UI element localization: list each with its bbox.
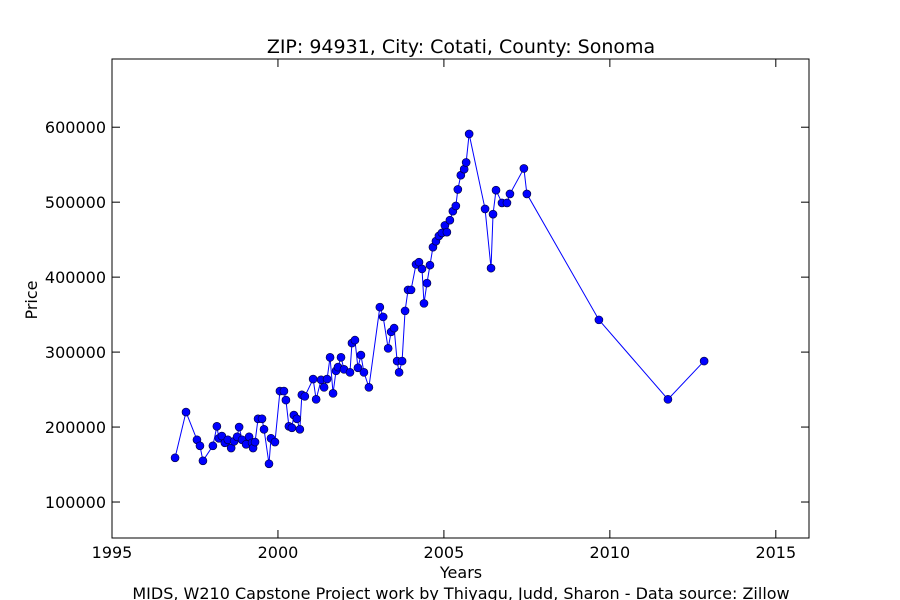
y-tick-label: 200000 xyxy=(45,418,106,437)
x-tick-label: 1995 xyxy=(92,543,133,562)
marker xyxy=(419,299,429,308)
marker xyxy=(212,422,222,431)
marker xyxy=(300,392,310,401)
marker xyxy=(356,350,366,360)
marker xyxy=(394,368,404,377)
marker xyxy=(345,368,355,377)
marker xyxy=(383,344,393,353)
marker xyxy=(295,425,305,434)
marker xyxy=(181,407,191,417)
marker xyxy=(378,312,388,322)
marker xyxy=(461,158,471,167)
marker xyxy=(359,368,369,377)
marker xyxy=(406,285,416,295)
marker xyxy=(445,215,455,225)
marker xyxy=(257,414,267,424)
marker xyxy=(522,189,532,199)
marker xyxy=(234,422,244,432)
marker xyxy=(264,459,274,469)
marker xyxy=(594,315,604,325)
marker xyxy=(364,383,374,392)
marker xyxy=(328,389,338,398)
marker xyxy=(464,129,474,139)
line xyxy=(174,133,705,464)
marker xyxy=(397,356,407,366)
x-tick-label: 2000 xyxy=(258,543,299,562)
marker xyxy=(422,278,432,288)
marker xyxy=(699,356,709,366)
marker xyxy=(375,302,385,312)
x-axis-label: Years xyxy=(439,563,482,582)
marker xyxy=(519,164,529,173)
marker xyxy=(451,201,461,211)
marker xyxy=(486,263,496,273)
plot-frame xyxy=(111,58,810,539)
marker xyxy=(480,204,490,214)
marker xyxy=(292,414,302,424)
marker xyxy=(270,437,280,447)
x-tick-label: 2010 xyxy=(589,543,630,562)
marker xyxy=(425,260,435,270)
marker xyxy=(325,353,335,362)
y-tick-label: 100000 xyxy=(45,493,106,512)
marker xyxy=(322,374,332,384)
marker xyxy=(198,456,208,466)
y-axis-label: Price xyxy=(22,280,41,319)
marker xyxy=(400,306,410,316)
y-tick-label: 500000 xyxy=(45,193,106,212)
y-tick-label: 400000 xyxy=(45,268,106,287)
marker xyxy=(208,441,218,451)
marker xyxy=(442,227,452,237)
marker xyxy=(505,189,515,199)
marker xyxy=(279,386,289,396)
chart-title: ZIP: 94931, City: Cotati, County: Sonoma xyxy=(267,36,655,58)
caption: MIDS, W210 Capstone Project work by Thiy… xyxy=(132,584,789,600)
x-tick-label: 2005 xyxy=(424,543,465,562)
marker xyxy=(250,437,260,447)
marker xyxy=(287,423,297,433)
marker xyxy=(336,353,346,362)
x-tick-label: 2015 xyxy=(755,543,796,562)
marker xyxy=(389,323,399,333)
marker xyxy=(259,425,269,434)
marker xyxy=(502,198,512,208)
marker xyxy=(311,395,321,404)
marker xyxy=(170,453,180,463)
marker xyxy=(281,395,291,405)
marker xyxy=(195,441,205,451)
y-tick-label: 300000 xyxy=(45,343,106,362)
y-tick-label: 600000 xyxy=(45,118,106,137)
marker xyxy=(417,264,427,274)
marker xyxy=(488,209,498,219)
marker xyxy=(350,335,360,345)
marker xyxy=(319,383,329,392)
marker xyxy=(491,185,501,195)
marker xyxy=(453,185,463,194)
marker xyxy=(663,395,673,404)
marker xyxy=(353,363,363,373)
marker xyxy=(308,374,318,384)
